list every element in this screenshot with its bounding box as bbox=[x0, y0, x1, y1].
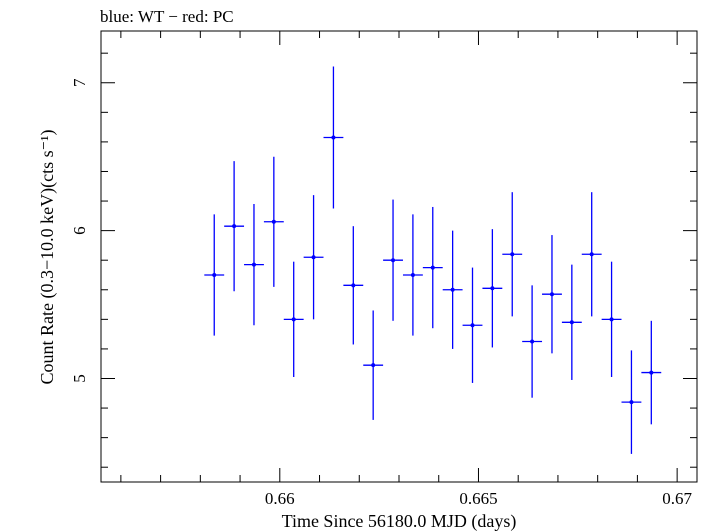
data-marker bbox=[212, 272, 217, 277]
data-point bbox=[402, 214, 423, 336]
data-marker bbox=[470, 323, 475, 328]
data-point bbox=[283, 261, 304, 378]
x-tick-label: 0.66 bbox=[265, 489, 295, 508]
data-point bbox=[561, 264, 582, 380]
data-marker bbox=[530, 339, 535, 344]
data-marker bbox=[291, 317, 296, 322]
data-point bbox=[542, 235, 562, 354]
data-point bbox=[502, 192, 523, 317]
data-marker bbox=[609, 317, 614, 322]
data-point bbox=[383, 199, 403, 321]
data-point bbox=[363, 310, 384, 420]
x-axis: 0.66 0.665 0.67 bbox=[120, 31, 693, 508]
data-marker bbox=[311, 255, 316, 260]
data-marker bbox=[391, 258, 396, 263]
y-axis-label: Count Rate (0.3−10.0 keV)(cts s⁻¹) bbox=[37, 129, 58, 384]
data-point bbox=[343, 226, 364, 345]
data-marker bbox=[232, 224, 237, 229]
data-point bbox=[204, 214, 225, 336]
data-series bbox=[204, 66, 662, 454]
data-marker bbox=[410, 272, 415, 277]
data-marker bbox=[490, 286, 495, 291]
data-point bbox=[621, 350, 642, 454]
data-marker bbox=[629, 400, 634, 405]
data-marker bbox=[549, 292, 554, 297]
data-point bbox=[522, 285, 543, 398]
data-marker bbox=[251, 262, 256, 267]
data-point bbox=[462, 267, 483, 383]
y-axis: 5 6 7 bbox=[70, 52, 697, 468]
data-point bbox=[263, 156, 284, 287]
data-point bbox=[641, 320, 662, 425]
data-marker bbox=[430, 265, 435, 270]
data-marker bbox=[371, 363, 376, 368]
data-point bbox=[323, 66, 344, 209]
data-marker bbox=[649, 370, 654, 375]
data-marker bbox=[351, 283, 356, 288]
data-point bbox=[244, 204, 264, 326]
data-marker bbox=[510, 252, 515, 257]
data-point bbox=[224, 161, 245, 292]
y-tick-label: 7 bbox=[70, 78, 89, 87]
chart-title: blue: WT − red: PC bbox=[100, 7, 234, 26]
x-axis-label: Time Since 56180.0 MJD (days) bbox=[282, 511, 517, 532]
data-marker bbox=[450, 287, 455, 292]
plot-frame bbox=[100, 30, 698, 483]
y-tick-label: 5 bbox=[70, 374, 89, 383]
data-marker bbox=[569, 320, 574, 325]
data-point bbox=[422, 206, 443, 329]
x-tick-label: 0.67 bbox=[662, 489, 692, 508]
data-point bbox=[581, 192, 602, 317]
data-point bbox=[303, 195, 324, 320]
data-point bbox=[442, 230, 463, 349]
y-tick-label: 6 bbox=[70, 226, 89, 235]
x-tick-label: 0.665 bbox=[459, 489, 497, 508]
data-marker bbox=[331, 135, 336, 140]
data-point bbox=[601, 261, 622, 378]
data-marker bbox=[589, 252, 594, 257]
data-point bbox=[482, 229, 503, 348]
data-marker bbox=[271, 219, 276, 224]
